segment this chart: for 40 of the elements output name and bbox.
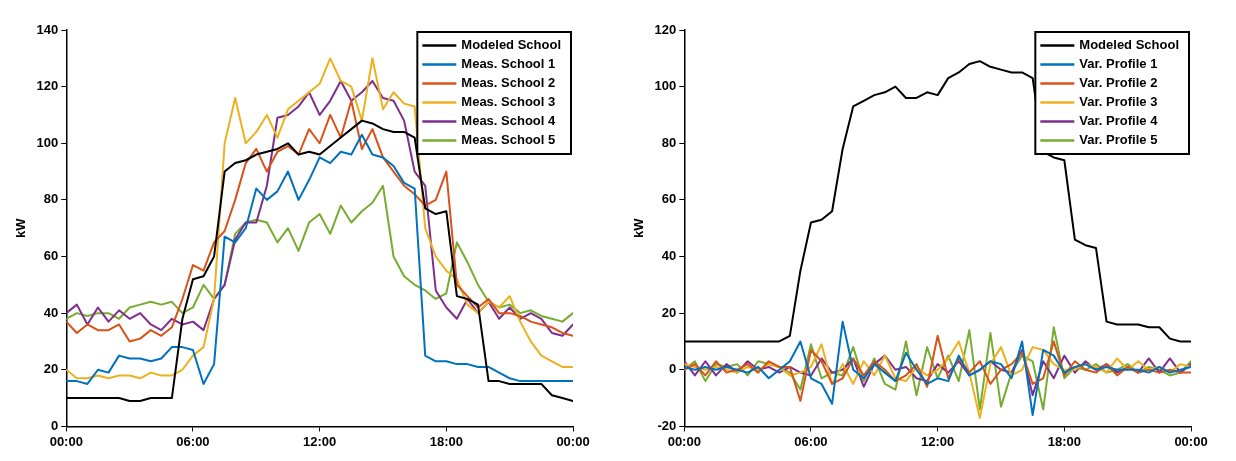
legend-label: Var. Profile 1: [1079, 56, 1158, 72]
legend-label: Modeled School: [461, 37, 561, 53]
y-tick-label: 120: [36, 78, 59, 94]
y-tick-label: 140: [36, 21, 59, 37]
y-tick-label: 60: [43, 248, 59, 264]
x-tick-label: 00:00: [556, 433, 590, 449]
y-tick-label: 60: [661, 191, 677, 207]
legend-label: Meas. School 3: [461, 94, 556, 110]
y-tick-label: 120: [654, 21, 677, 37]
y-tick-label: -20: [657, 417, 677, 433]
y-tick-label: 80: [661, 134, 677, 150]
y-tick-label: 100: [654, 78, 677, 94]
x-tick-label: 00:00: [1174, 433, 1208, 449]
legend-label: Meas. School 4: [461, 113, 557, 129]
x-tick-label: 18:00: [429, 433, 463, 449]
legend-label: Var. Profile 4: [1079, 113, 1159, 129]
y-tick-label: 80: [43, 191, 59, 207]
y-tick-label: 0: [669, 361, 677, 377]
y-tick-label: 20: [43, 361, 59, 377]
y-tick-label: 100: [36, 134, 59, 150]
x-tick-label: 18:00: [1047, 433, 1081, 449]
legend-label: Meas. School 2: [461, 75, 556, 91]
legend-label: Meas. School 5: [461, 132, 556, 148]
x-tick-label: 00:00: [667, 433, 701, 449]
legend-label: Modeled School: [1079, 37, 1179, 53]
x-tick-label: 12:00: [921, 433, 955, 449]
x-tick-label: 06:00: [794, 433, 828, 449]
y-axis-title: kW: [631, 217, 647, 238]
x-tick-label: 00:00: [49, 433, 83, 449]
legend-label: Var. Profile 5: [1079, 132, 1158, 148]
x-tick-label: 12:00: [303, 433, 337, 449]
y-tick-label: 40: [661, 248, 677, 264]
y-axis-title: kW: [13, 217, 29, 238]
y-tick-label: 20: [661, 304, 677, 320]
x-tick-label: 06:00: [176, 433, 210, 449]
legend-label: Var. Profile 2: [1079, 75, 1158, 91]
y-tick-label: 0: [51, 417, 59, 433]
y-tick-label: 40: [43, 304, 59, 320]
legend-label: Meas. School 1: [461, 56, 556, 72]
legend-label: Var. Profile 3: [1079, 94, 1158, 110]
